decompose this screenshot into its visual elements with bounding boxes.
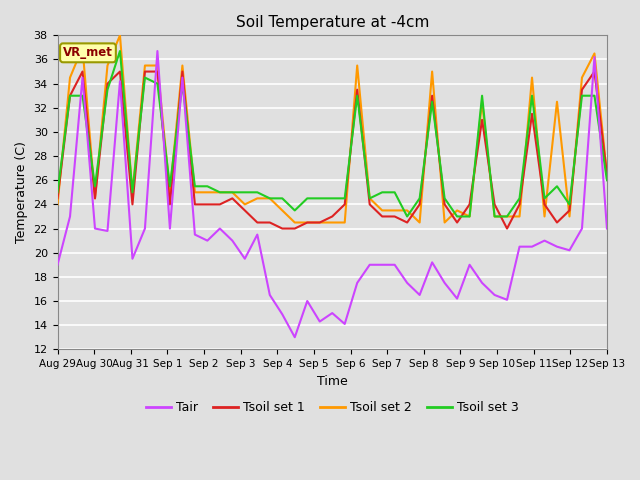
Title: Soil Temperature at -4cm: Soil Temperature at -4cm (236, 15, 429, 30)
Text: VR_met: VR_met (63, 47, 113, 60)
Legend: Tair, Tsoil set 1, Tsoil set 2, Tsoil set 3: Tair, Tsoil set 1, Tsoil set 2, Tsoil se… (141, 396, 524, 420)
X-axis label: Time: Time (317, 374, 348, 387)
Y-axis label: Temperature (C): Temperature (C) (15, 142, 28, 243)
